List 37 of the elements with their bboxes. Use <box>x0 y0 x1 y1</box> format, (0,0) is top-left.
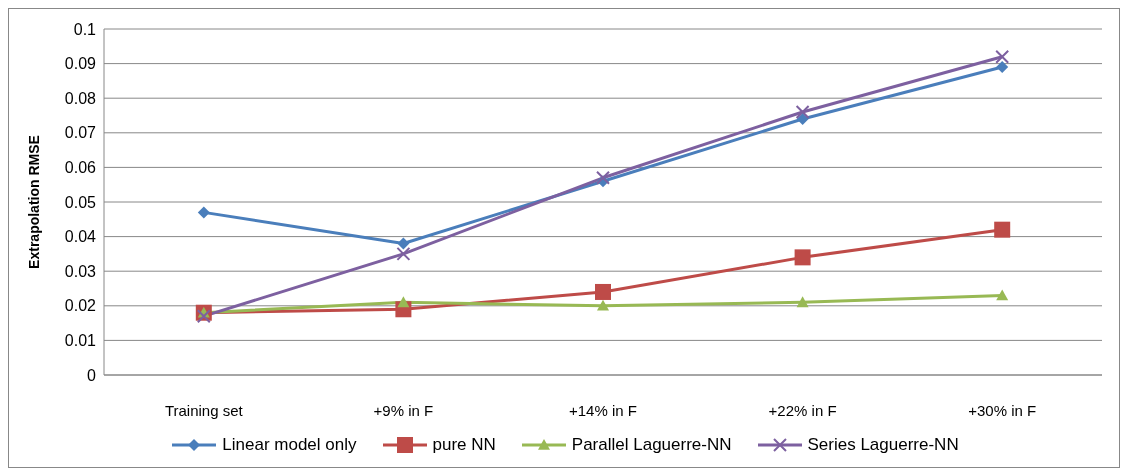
point <box>397 296 410 308</box>
y-tick-label: 0.08 <box>64 89 97 107</box>
point <box>396 246 411 261</box>
point <box>397 237 410 250</box>
legend-label: Series Laguerre-NN <box>806 435 959 455</box>
x-tick-label: +30% in F <box>968 401 1037 419</box>
y-tick-label: 0.01 <box>64 332 97 350</box>
x-tick-label: Training set <box>164 401 244 419</box>
y-tick-label: 0.02 <box>64 297 97 315</box>
point <box>995 49 1010 64</box>
legend-label: Linear model only <box>221 435 357 455</box>
y-tick-label: 0.03 <box>64 262 97 280</box>
point <box>795 105 810 120</box>
point <box>996 289 1009 301</box>
point <box>796 296 809 308</box>
y-tick-label: 0.06 <box>64 159 97 177</box>
y-tick-label: 0.1 <box>73 20 97 38</box>
x-tick-label: +22% in F <box>768 401 837 419</box>
y-tick-label: 0.09 <box>64 55 97 73</box>
point <box>197 206 210 219</box>
point <box>595 283 611 300</box>
y-tick-label: 0 <box>87 366 97 384</box>
x-tick-label: +9% in F <box>373 401 434 419</box>
point <box>996 61 1009 74</box>
y-tick-label: 0.07 <box>64 124 97 142</box>
point <box>794 249 811 266</box>
point <box>597 299 609 311</box>
y-tick-label: 0.04 <box>64 228 97 246</box>
point <box>796 112 809 125</box>
y-tick-label: 0.05 <box>64 193 97 211</box>
x-tick-label: +14% in F <box>569 401 637 419</box>
legend-label: Parallel Laguerre-NN <box>570 435 732 455</box>
point <box>596 170 610 185</box>
point <box>994 221 1011 238</box>
legend-label: pure NN <box>431 435 496 455</box>
point <box>196 309 211 324</box>
y-axis-title: Extrapolation RMSE <box>25 135 42 269</box>
